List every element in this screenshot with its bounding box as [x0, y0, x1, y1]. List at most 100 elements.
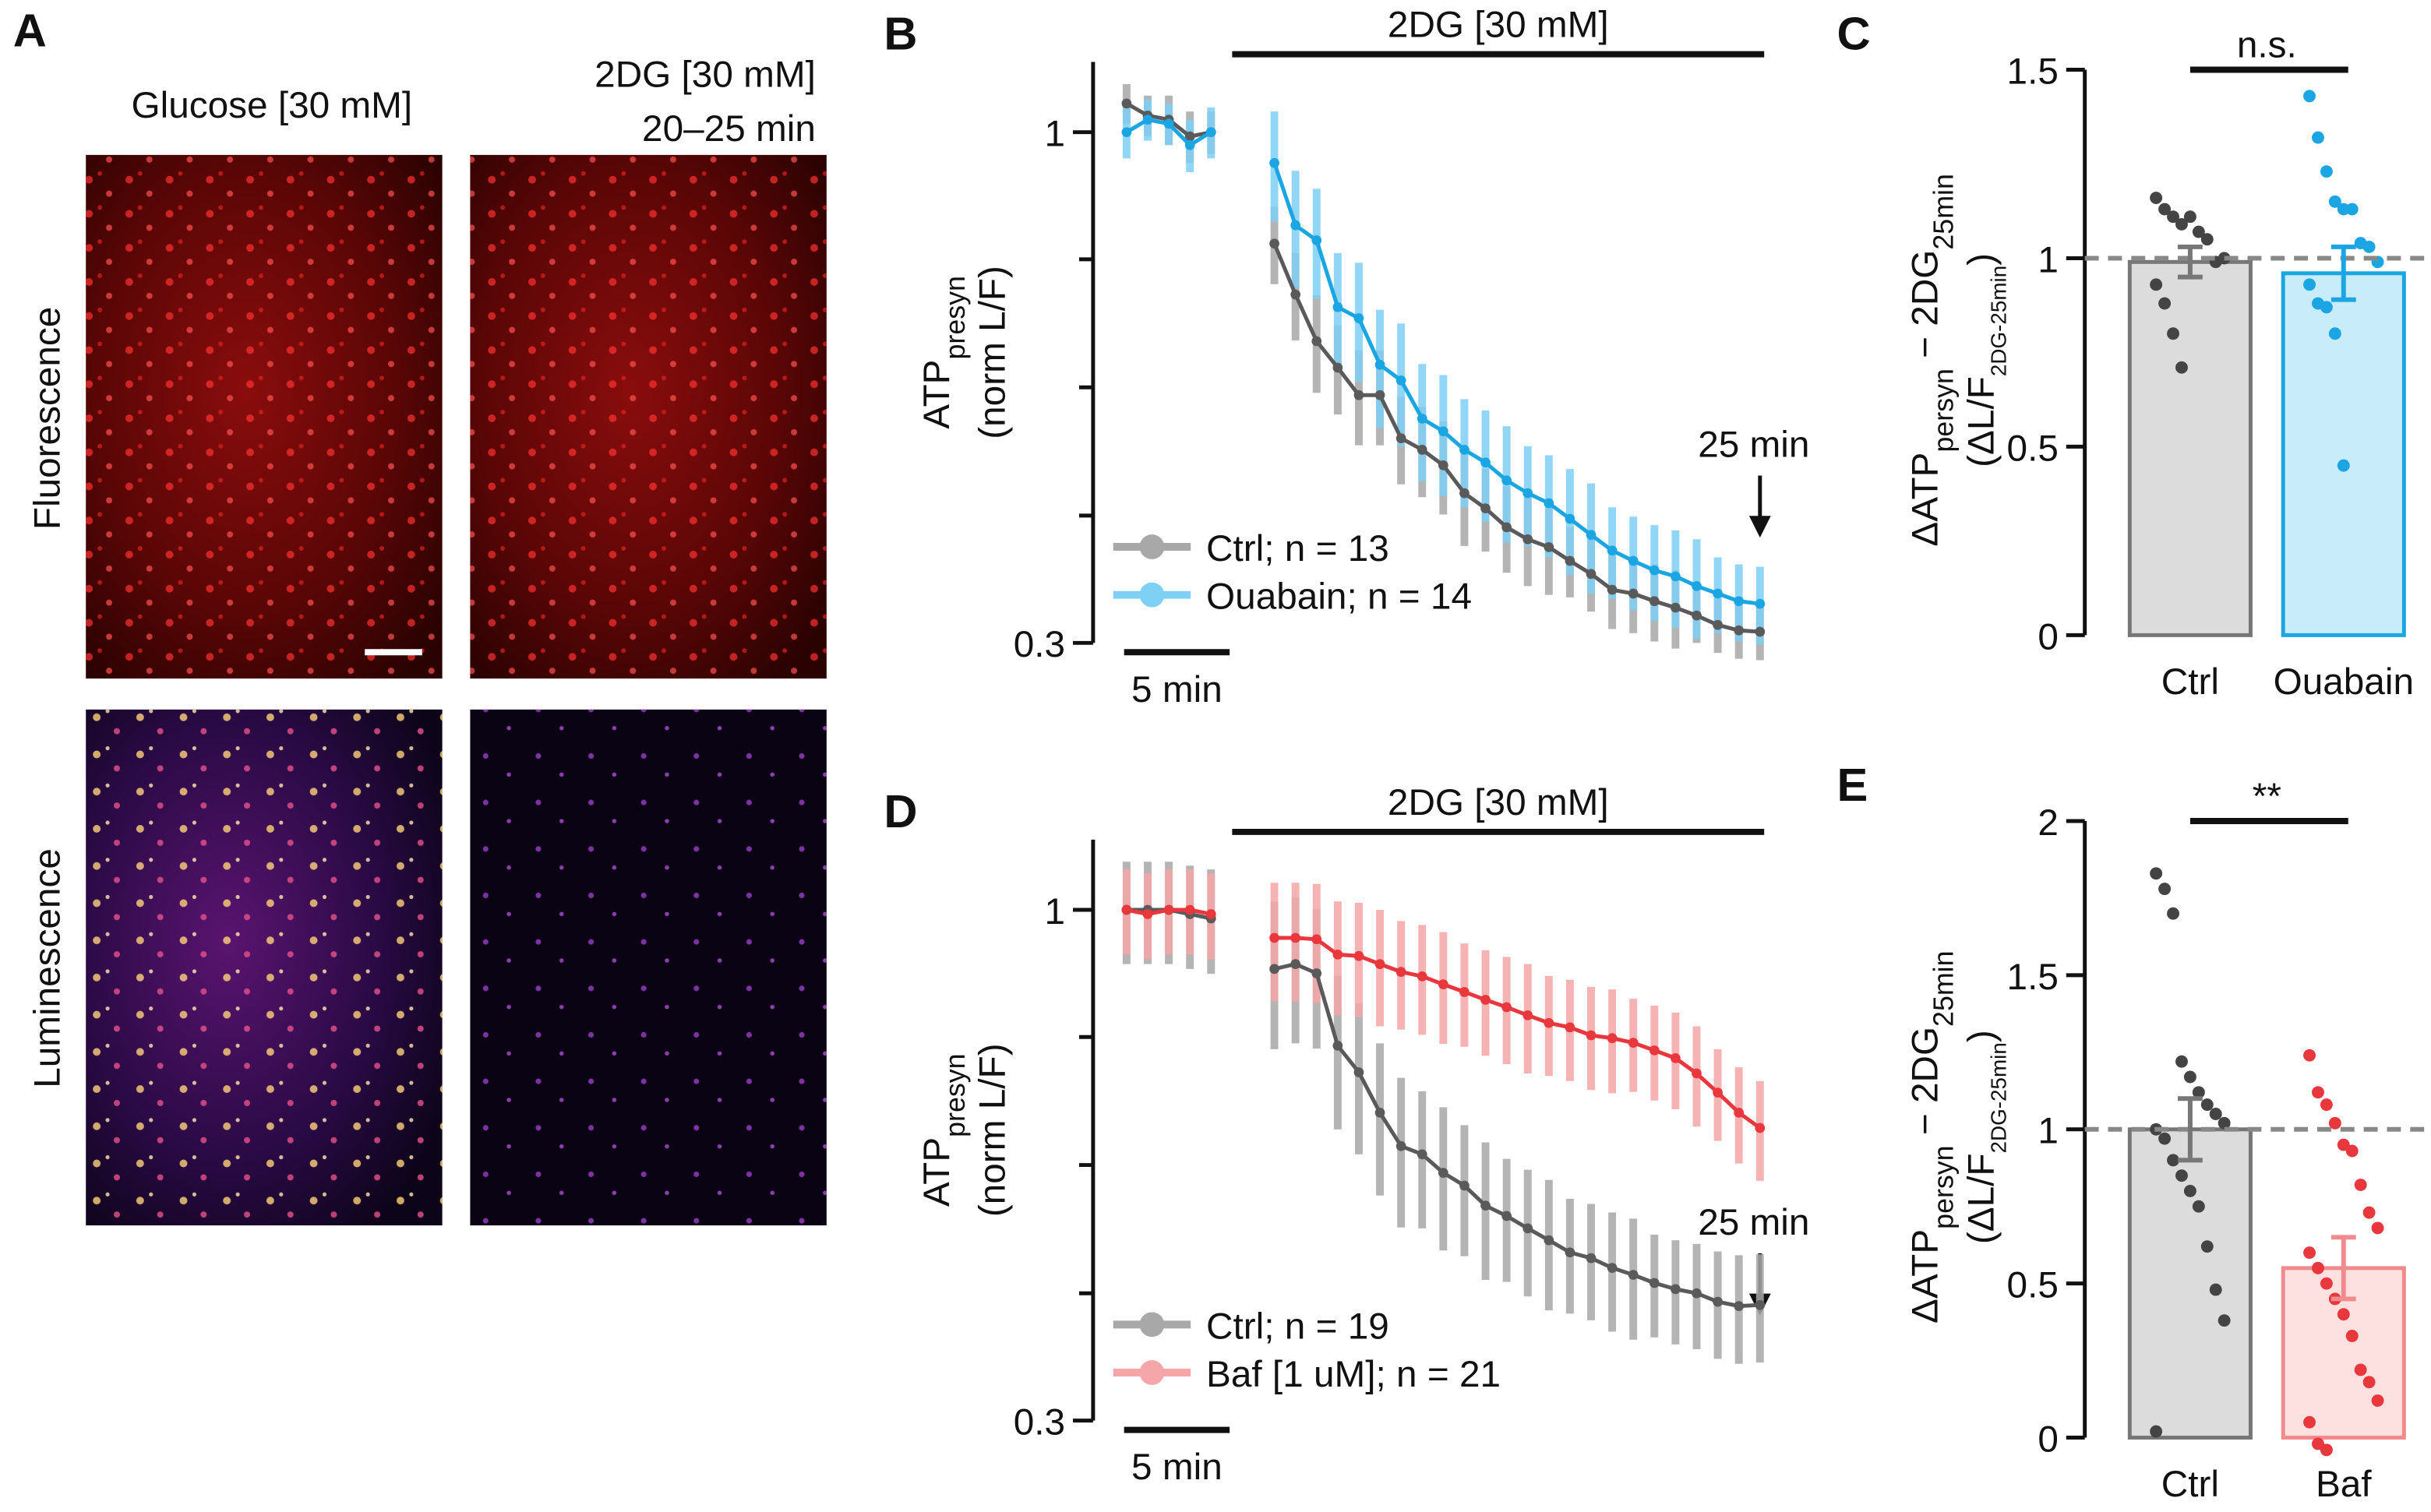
data-point — [1607, 1263, 1618, 1273]
data-point — [1671, 1053, 1681, 1063]
data-point — [2303, 278, 2316, 291]
data-point — [2200, 1240, 2214, 1253]
y-tick-label: 1 — [2038, 1111, 2059, 1152]
data-point — [2167, 907, 2179, 920]
data-point — [1142, 115, 1153, 125]
data-point — [1692, 1068, 1702, 1079]
data-point — [1522, 1223, 1533, 1234]
data-point — [1501, 1002, 1512, 1013]
data-point — [1459, 1180, 1470, 1191]
time-scale-label: 5 min — [1131, 1447, 1223, 1488]
y-axis-label: (ΔL/F2DG-25min) — [1960, 1030, 2010, 1244]
data-point — [1628, 555, 1639, 566]
legend-marker — [1139, 534, 1165, 559]
y-axis-label: ATPpresyn — [916, 276, 971, 429]
data-point — [1438, 426, 1448, 437]
bar — [2127, 259, 2253, 637]
data-point — [2354, 1179, 2367, 1191]
data-point — [2328, 327, 2341, 340]
data-point — [1734, 625, 1745, 636]
data-point — [1544, 541, 1554, 552]
column-title: Glucose [30 mM] — [132, 85, 413, 126]
data-point — [2303, 1049, 2316, 1062]
y-axis-label-part: (norm L/F) — [972, 1043, 1014, 1217]
data-point — [1353, 389, 1364, 400]
data-point — [1755, 598, 1766, 609]
data-point — [2371, 1221, 2384, 1235]
data-point — [2200, 233, 2214, 246]
y-tick-label: 1 — [1045, 891, 1066, 932]
data-point — [1565, 513, 1575, 524]
data-point — [2337, 1138, 2350, 1151]
data-point — [1628, 1038, 1639, 1049]
row-title: Luminescence — [26, 848, 68, 1088]
y-axis-label-subscript: 25min — [1928, 950, 1960, 1026]
data-point — [2345, 1329, 2359, 1342]
data-point — [1311, 336, 1322, 347]
data-point — [1459, 987, 1470, 997]
legend-marker — [1139, 1312, 1165, 1338]
data-point — [2167, 327, 2179, 340]
y-tick-label: 0.5 — [2007, 1265, 2059, 1306]
data-point — [1501, 522, 1512, 533]
data-point — [1332, 301, 1343, 312]
data-point — [2218, 1314, 2231, 1327]
data-point — [2150, 867, 2163, 880]
annotation-label: 25 min — [1698, 425, 1809, 466]
y-axis-label-part: (ΔL/F — [1960, 1153, 2002, 1244]
y-axis-label: ΔATPpersyn − 2DG25min — [1905, 950, 1960, 1323]
y-axis-label-subscript: 2DG-25min — [1986, 266, 2010, 376]
bar — [2127, 1127, 2253, 1440]
data-point — [1480, 1200, 1491, 1211]
data-point — [2345, 1144, 2359, 1158]
data-point — [2354, 1363, 2367, 1376]
y-axis-label: (ΔL/F2DG-25min) — [1960, 253, 2010, 467]
data-point — [2200, 1098, 2214, 1112]
y-axis-label: (norm L/F) — [972, 1043, 1014, 1217]
data-point — [2312, 1086, 2324, 1099]
bar — [2281, 271, 2406, 637]
data-point — [1755, 1299, 1766, 1310]
data-point — [1374, 389, 1385, 400]
data-point — [2183, 1184, 2196, 1197]
data-point — [1649, 1045, 1660, 1056]
data-point — [1311, 968, 1322, 978]
data-point — [2345, 203, 2359, 216]
data-point — [1290, 220, 1301, 231]
data-point — [1417, 445, 1427, 455]
data-point — [2312, 131, 2324, 144]
annotation-arrowhead — [1748, 516, 1771, 538]
data-point — [1311, 235, 1322, 245]
data-point — [2150, 278, 2163, 291]
series-line — [1274, 962, 1760, 1309]
data-point — [2175, 1055, 2188, 1068]
data-point — [1290, 289, 1301, 300]
y-tick-label: 1.5 — [2007, 51, 2059, 92]
significance-label: n.s. — [2237, 25, 2297, 66]
data-point — [2192, 1200, 2205, 1213]
panel-a: A Glucose [30 mM] 2DG [30 mM] 20–25 min … — [13, 5, 827, 1226]
data-point — [1586, 569, 1597, 580]
legend-label: Ctrl; n = 19 — [1206, 1306, 1389, 1347]
data-point — [1417, 1149, 1427, 1160]
data-point — [1438, 979, 1448, 989]
data-point — [1395, 1140, 1406, 1151]
data-point — [1734, 596, 1745, 607]
legend-label: Baf [1 uM]; n = 21 — [1206, 1354, 1501, 1395]
data-point — [1311, 934, 1322, 945]
data-point — [2337, 1308, 2350, 1321]
data-point — [2362, 1206, 2376, 1219]
y-axis-label-part: − 2DG — [1905, 250, 1946, 368]
y-axis-label-part: ATP — [916, 1137, 958, 1207]
data-point — [1480, 995, 1491, 1005]
data-point — [2158, 1132, 2172, 1145]
data-point — [1269, 932, 1279, 943]
data-point — [2175, 361, 2188, 374]
data-point — [1417, 414, 1427, 424]
y-axis-label: ΔATPpersyn − 2DG25min — [1905, 174, 1960, 547]
data-point — [1290, 932, 1301, 943]
micrograph-puncta — [86, 709, 443, 1226]
data-point — [1332, 1041, 1343, 1051]
data-point — [2328, 1116, 2341, 1130]
